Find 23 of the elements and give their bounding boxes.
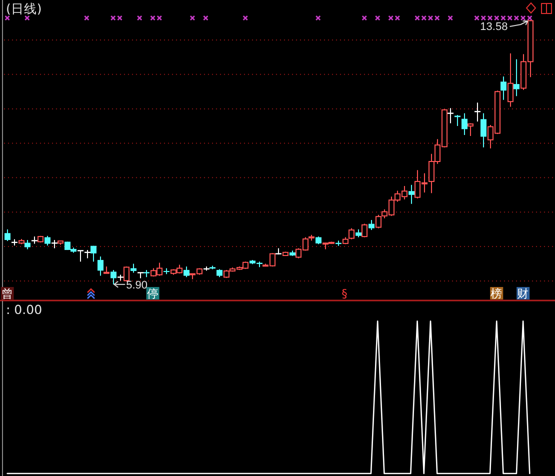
candlestick	[90, 245, 96, 262]
candlestick	[104, 266, 110, 274]
candlestick	[408, 184, 414, 204]
candlestick	[448, 108, 454, 124]
candlestick	[462, 112, 468, 136]
candlestick	[78, 250, 84, 262]
candlestick	[368, 220, 374, 231]
candlestick	[480, 112, 486, 148]
candlestick	[500, 76, 506, 100]
candlestick	[454, 114, 460, 127]
annotation: 5.90	[126, 279, 148, 292]
x-tick-label: §	[342, 286, 348, 300]
candlestick	[98, 256, 104, 276]
candlestick	[24, 239, 30, 250]
chart-title: (日线)	[6, 1, 42, 16]
candlestick	[44, 235, 50, 246]
chart-title: : 0.00	[6, 302, 42, 317]
candlestick	[508, 52, 514, 108]
candlestick	[4, 228, 10, 242]
candlestick	[110, 269, 116, 285]
candlestick	[514, 58, 520, 97]
candlestick	[184, 266, 190, 278]
annotation: 13.58	[480, 21, 508, 33]
